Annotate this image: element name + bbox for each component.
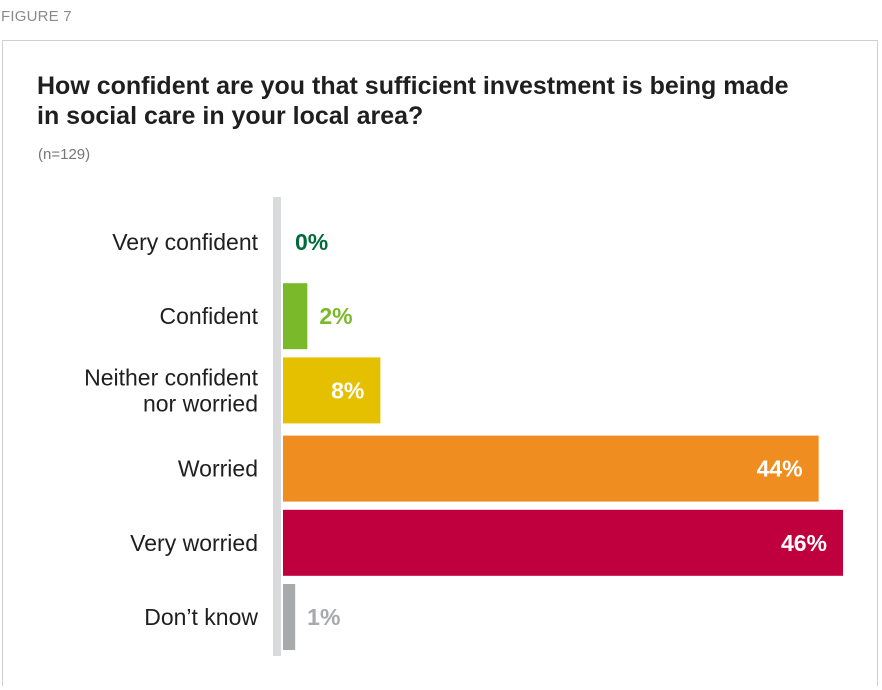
value-label-3: 44%: [757, 456, 803, 482]
category-label-5: Don’t know: [144, 604, 258, 630]
bar-3: [283, 435, 819, 502]
value-label-0: 0%: [295, 229, 328, 255]
category-label-1: Confident: [160, 303, 259, 329]
bar-4: [283, 509, 843, 576]
bar-2: [283, 357, 381, 424]
category-label-4: Very worried: [130, 530, 258, 556]
chart-title: How confident are you that sufficient in…: [37, 72, 789, 130]
category-label-3: Worried: [178, 456, 258, 482]
value-label-4: 46%: [781, 530, 827, 556]
category-label-0: Very confident: [112, 229, 258, 255]
category-label-2: Neither confident nor worried: [84, 364, 258, 416]
value-label-2: 8%: [331, 377, 364, 403]
figure-card: [2, 40, 878, 686]
figure-label: FIGURE 7: [1, 8, 72, 25]
sample-size-note: (n=129): [38, 146, 91, 163]
value-label-5: 1%: [307, 604, 340, 630]
value-label-1: 2%: [319, 303, 352, 329]
bars-group: Very confident 0% Confident 2% Neither confi…: [84, 197, 843, 656]
y-axis-line: [273, 197, 281, 656]
bar-1: [283, 283, 308, 350]
bar-5: [283, 584, 296, 650]
